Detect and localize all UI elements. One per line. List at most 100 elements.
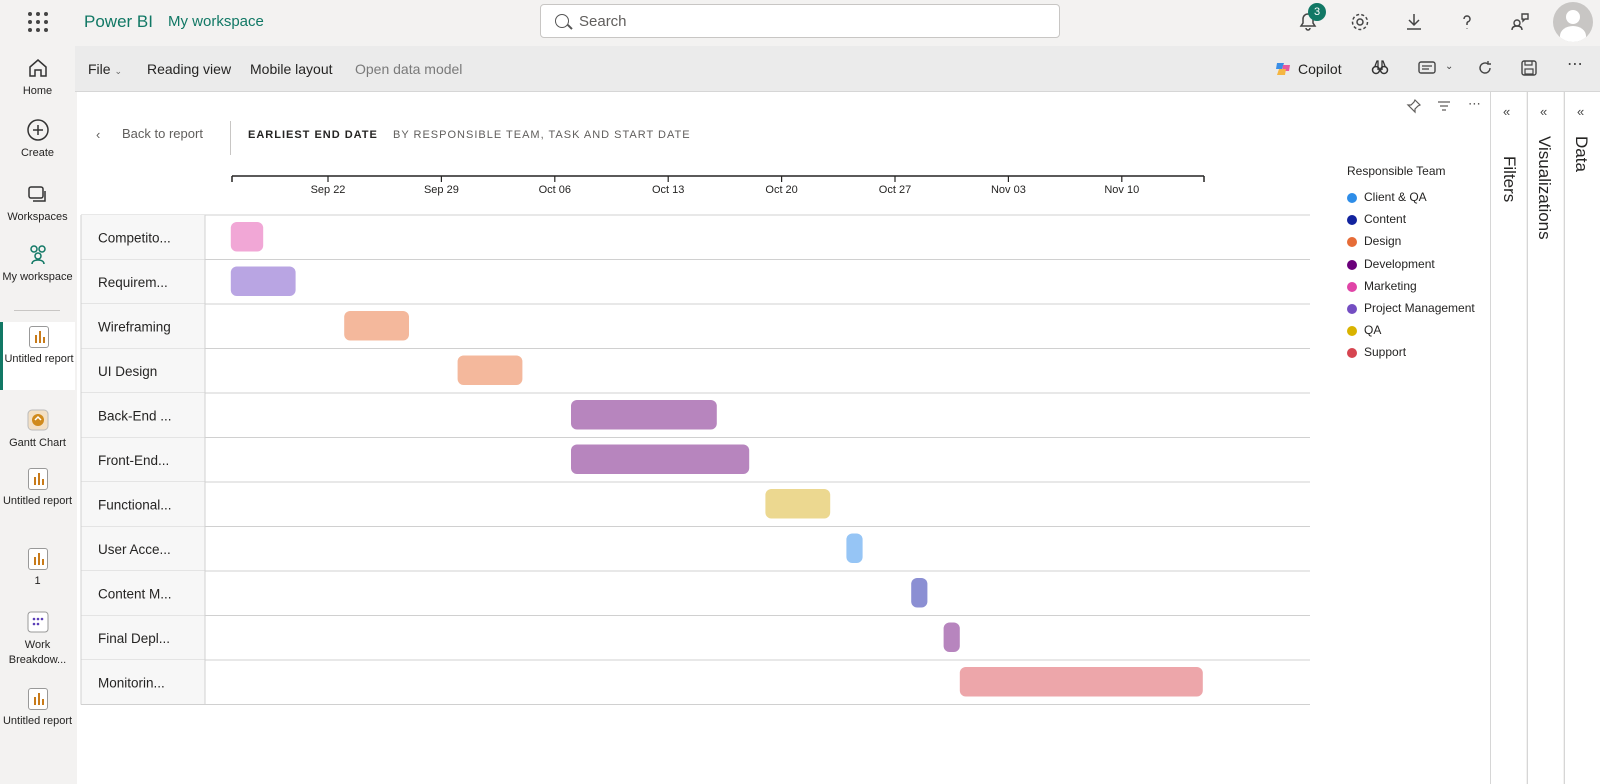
row-label-cell xyxy=(81,482,205,527)
legend-label: QA xyxy=(1364,323,1382,338)
workspace-breadcrumb[interactable]: My workspace xyxy=(168,13,264,30)
task-bar[interactable] xyxy=(344,311,409,341)
nav-my-workspace[interactable]: My workspace xyxy=(0,242,75,285)
task-bar[interactable] xyxy=(230,222,264,252)
nav-workspaces[interactable]: Workspaces xyxy=(0,182,75,225)
task-label[interactable]: Competito... xyxy=(98,230,171,245)
nav-item-label: Untitled report xyxy=(2,495,73,507)
nav-create[interactable]: Create xyxy=(0,118,75,161)
x-tick-label: Oct 13 xyxy=(652,184,684,196)
people-icon xyxy=(26,242,50,266)
report-icon xyxy=(27,688,48,710)
data-pane[interactable]: « Data xyxy=(1564,92,1600,784)
report-icon xyxy=(27,548,48,570)
row-label-cell xyxy=(81,393,205,438)
open-data-model-button[interactable]: Open data model xyxy=(355,61,463,77)
legend-swatch xyxy=(1347,326,1357,337)
chevron-left-icon: ‹ xyxy=(96,127,101,142)
search-placeholder: Search xyxy=(579,13,627,30)
x-tick-label: Nov 10 xyxy=(1104,184,1139,196)
task-label[interactable]: Content M... xyxy=(98,586,172,601)
task-label[interactable]: Wireframing xyxy=(98,319,171,334)
row-label-cell xyxy=(81,437,205,482)
row-label-cell xyxy=(81,304,205,349)
task-label[interactable]: Back-End ... xyxy=(98,408,172,423)
copilot-button[interactable]: Copilot xyxy=(1298,61,1342,77)
home-icon xyxy=(26,56,50,80)
task-bar[interactable] xyxy=(230,266,296,297)
header-divider xyxy=(230,121,231,155)
reading-view-button[interactable]: Reading view xyxy=(147,61,232,77)
more-options-icon[interactable]: ⋯ xyxy=(1567,56,1583,73)
task-bar[interactable] xyxy=(943,622,960,653)
nav-workspaces-label: Workspaces xyxy=(7,211,68,223)
file-menu[interactable]: File ⌄ xyxy=(88,61,122,77)
task-label[interactable]: Final Depl... xyxy=(98,631,170,646)
help-icon[interactable] xyxy=(1455,10,1479,34)
nav-home[interactable]: Home xyxy=(0,56,75,99)
nav-item-label: 1 xyxy=(34,575,41,587)
expand-chevron-icon[interactable]: « xyxy=(1540,104,1548,119)
task-label[interactable]: Requirem... xyxy=(98,275,168,290)
download-icon[interactable] xyxy=(1402,10,1426,34)
task-bar[interactable] xyxy=(571,400,717,430)
brand-name[interactable]: Power BI xyxy=(84,12,153,31)
task-label[interactable]: Functional... xyxy=(98,497,172,512)
legend-swatch xyxy=(1347,281,1357,292)
nav-item-label: Gantt Chart xyxy=(9,437,66,449)
task-bar[interactable] xyxy=(765,489,831,519)
task-label[interactable]: Monitorin... xyxy=(98,675,165,690)
row-label-cell xyxy=(81,215,205,260)
share-people-icon[interactable] xyxy=(1508,10,1532,34)
chevron-down-icon[interactable]: ⌄ xyxy=(1445,61,1454,72)
expand-chevron-icon[interactable]: « xyxy=(1577,104,1585,119)
left-nav: Home Create Workspaces My workspace Unti… xyxy=(0,44,75,784)
legend-swatch xyxy=(1347,348,1357,359)
task-bar[interactable] xyxy=(457,355,523,386)
task-bar[interactable] xyxy=(959,667,1203,697)
notification-badge: 3 xyxy=(1308,3,1326,21)
app-launcher-icon[interactable] xyxy=(28,12,48,32)
top-bar: Power BI My workspace Search 3 xyxy=(0,0,1600,44)
task-bar[interactable] xyxy=(911,578,928,608)
row-label-cell xyxy=(81,615,205,660)
report-icon xyxy=(29,326,49,348)
row-label-cell xyxy=(81,526,205,571)
visualizations-pane[interactable]: « Visualizations xyxy=(1527,92,1563,784)
report-toolbar: File ⌄ Reading view Mobile layout Open d… xyxy=(75,46,1600,92)
x-tick-label: Nov 03 xyxy=(991,184,1026,196)
nav-my-workspace-label: My workspace xyxy=(2,271,73,283)
legend-swatch xyxy=(1347,237,1357,248)
legend-swatch xyxy=(1347,304,1357,314)
user-avatar[interactable] xyxy=(1553,2,1593,42)
workspaces-icon xyxy=(26,182,50,206)
visual-more-options-icon[interactable]: ⋯ xyxy=(1468,96,1481,111)
nav-item-untitled-report-active[interactable]: Untitled report xyxy=(0,322,75,390)
expand-chevron-icon[interactable]: « xyxy=(1503,104,1511,119)
task-label[interactable]: User Acce... xyxy=(98,542,171,557)
gear-icon[interactable] xyxy=(1348,10,1372,34)
visual-subtitle: BY RESPONSIBLE TEAM, TASK AND START DATE xyxy=(393,129,691,141)
legend-label: Development xyxy=(1364,256,1435,271)
data-pane-label: Data xyxy=(1572,136,1591,172)
filters-pane[interactable]: « Filters xyxy=(1490,92,1526,784)
task-bar[interactable] xyxy=(571,444,750,475)
nav-item-work-breakdown[interactable]: Work Breakdow... xyxy=(0,610,75,668)
legend-label: Design xyxy=(1364,234,1402,249)
report-icon xyxy=(27,468,48,490)
search-input[interactable]: Search xyxy=(540,4,1060,38)
nav-item-untitled-report-2[interactable]: Untitled report xyxy=(0,688,75,729)
mobile-layout-button[interactable]: Mobile layout xyxy=(250,61,333,77)
legend-title: Responsible Team xyxy=(1347,164,1446,178)
visual-title: EARLIEST END DATE xyxy=(248,129,378,141)
nav-item-label: Work Breakdow... xyxy=(8,639,67,666)
task-bar[interactable] xyxy=(846,533,863,564)
task-label[interactable]: Front-End... xyxy=(98,453,169,468)
x-tick-label: Oct 27 xyxy=(879,184,911,196)
legend-label: Client & QA xyxy=(1364,190,1427,204)
task-label[interactable]: UI Design xyxy=(98,364,157,379)
nav-item-untitled-report[interactable]: Untitled report xyxy=(0,468,75,509)
nav-item-1[interactable]: 1 xyxy=(0,548,75,589)
nav-item-gantt-chart[interactable]: Gantt Chart xyxy=(0,408,75,451)
